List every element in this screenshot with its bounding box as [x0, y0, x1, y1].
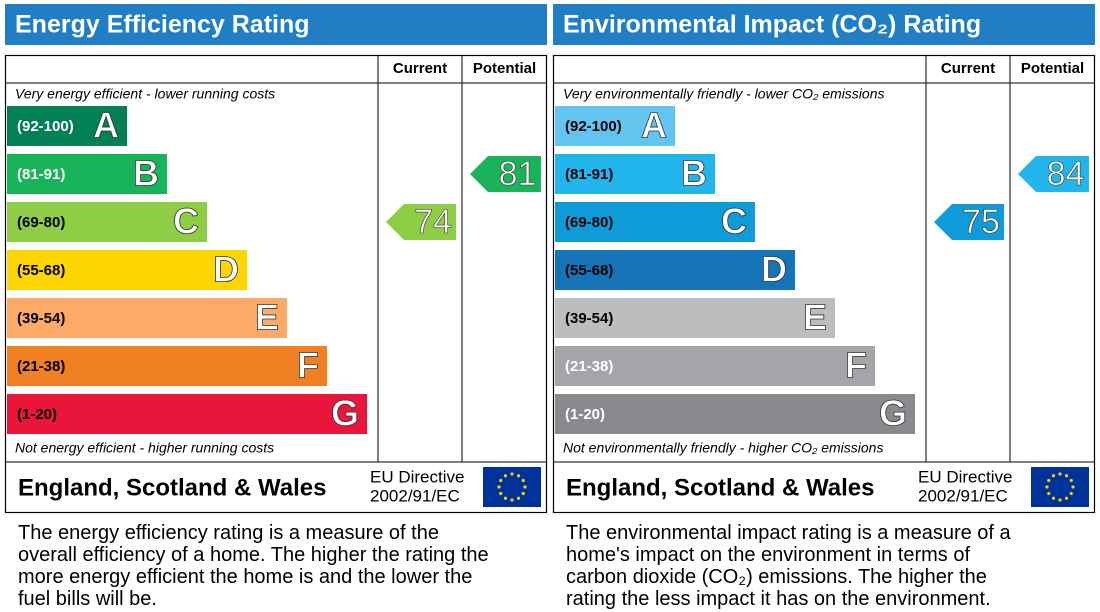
- flag-star: [516, 474, 521, 478]
- rating-value: 74: [414, 203, 452, 241]
- rating-band: [7, 394, 367, 434]
- rating-band: [7, 250, 247, 290]
- flag-star: [503, 496, 508, 500]
- band-range: (21-38): [17, 358, 65, 375]
- band-range: (81-91): [565, 166, 613, 183]
- band-range: (1-20): [565, 406, 605, 423]
- rating-band: [555, 202, 755, 242]
- band-letter: C: [173, 201, 199, 242]
- band-letter: E: [803, 297, 827, 338]
- description: The environmental impact rating is a mea…: [566, 522, 1011, 610]
- rating-arrow: [934, 204, 1004, 240]
- band-letter: D: [761, 249, 787, 290]
- flag-star: [510, 472, 514, 476]
- band-range: (55-68): [565, 262, 613, 279]
- band-letter: E: [255, 297, 279, 338]
- directive-code: 2002/91/EC: [370, 486, 460, 505]
- flag-star: [523, 485, 527, 489]
- band-range: (39-54): [17, 310, 65, 327]
- rating-arrow: [386, 204, 456, 240]
- bottom-note: Not environmentally friendly - higher CO…: [563, 440, 883, 456]
- rating-band: [555, 106, 675, 146]
- band-letter: D: [213, 249, 239, 290]
- region: England, Scotland & Wales: [18, 474, 326, 501]
- flag-star: [510, 498, 514, 502]
- panel-title: Environmental Impact (CO₂) Rating: [563, 11, 981, 39]
- band-letter: B: [681, 153, 707, 194]
- band-range: (55-68): [17, 262, 65, 279]
- flag-star: [1058, 498, 1062, 502]
- description: The energy efficiency rating is a measur…: [18, 522, 489, 610]
- band-letter: G: [879, 393, 907, 434]
- flag-star: [499, 478, 503, 483]
- band-range: (39-54): [565, 310, 613, 327]
- flag-star: [1064, 474, 1069, 478]
- rating-band: [7, 202, 207, 242]
- rating-band: [555, 346, 875, 386]
- rating-charts: Energy Efficiency Rating Current Potential…: [4, 4, 1096, 514]
- band-range: (81-91): [17, 166, 65, 183]
- column-header: Current: [941, 60, 995, 77]
- flag-star: [516, 496, 521, 500]
- directive: EU Directive: [918, 467, 1012, 486]
- band-letter: B: [133, 153, 159, 194]
- top-note: Very energy efficient - lower running co…: [15, 86, 275, 102]
- band-range: (21-38): [565, 358, 613, 375]
- flag-star: [1069, 478, 1073, 483]
- band-letter: F: [297, 345, 319, 386]
- rating-arrow: [470, 156, 541, 192]
- band-letter: G: [331, 393, 359, 434]
- flag-star: [1064, 496, 1069, 500]
- flag-star: [503, 474, 508, 478]
- flag-star: [1047, 478, 1051, 483]
- directive: EU Directive: [370, 467, 464, 486]
- band-range: (69-80): [565, 214, 613, 231]
- band-range: (92-100): [565, 118, 622, 135]
- bottom-note: Not energy efficient - higher running co…: [15, 440, 274, 456]
- band-letter: A: [93, 105, 119, 146]
- flag-star: [1069, 491, 1073, 496]
- panel-title: Energy Efficiency Rating: [15, 11, 310, 39]
- flag-star: [521, 491, 525, 496]
- rating-band: [7, 154, 167, 194]
- column-header: Current: [393, 60, 447, 77]
- flag-star: [499, 491, 503, 496]
- flag-star: [521, 478, 525, 483]
- rating-value: 84: [1047, 155, 1085, 193]
- rating-band: [555, 298, 835, 338]
- flag-star: [1045, 485, 1049, 489]
- band-range: (69-80): [17, 214, 65, 231]
- table-frame: [4, 54, 548, 514]
- title-bar: [5, 4, 547, 45]
- flag-star: [1051, 496, 1056, 500]
- rating-band: [555, 394, 915, 434]
- rating-band: [7, 346, 327, 386]
- top-note: Very environmentally friendly - lower CO…: [563, 86, 884, 102]
- flag-star: [1058, 472, 1062, 476]
- band-letter: A: [641, 105, 667, 146]
- flag-star: [1047, 491, 1051, 496]
- rating-value: 81: [499, 155, 537, 193]
- band-range: (1-20): [17, 406, 57, 423]
- column-header: Potential: [473, 60, 536, 77]
- rating-band: [555, 154, 715, 194]
- rating-band: [555, 250, 795, 290]
- flag-star: [497, 485, 501, 489]
- flag-star: [1051, 474, 1056, 478]
- rating-arrow: [1018, 156, 1089, 192]
- band-range: (92-100): [17, 118, 74, 135]
- rating-value: 75: [962, 203, 1000, 241]
- table-frame: [552, 54, 1096, 514]
- band-letter: F: [845, 345, 867, 386]
- band-letter: C: [721, 201, 747, 242]
- flag-star: [1071, 485, 1075, 489]
- title-bar: [553, 4, 1095, 45]
- rating-band: [7, 106, 127, 146]
- directive-code: 2002/91/EC: [918, 486, 1008, 505]
- rating-band: [7, 298, 287, 338]
- region: England, Scotland & Wales: [566, 474, 874, 501]
- column-header: Potential: [1021, 60, 1084, 77]
